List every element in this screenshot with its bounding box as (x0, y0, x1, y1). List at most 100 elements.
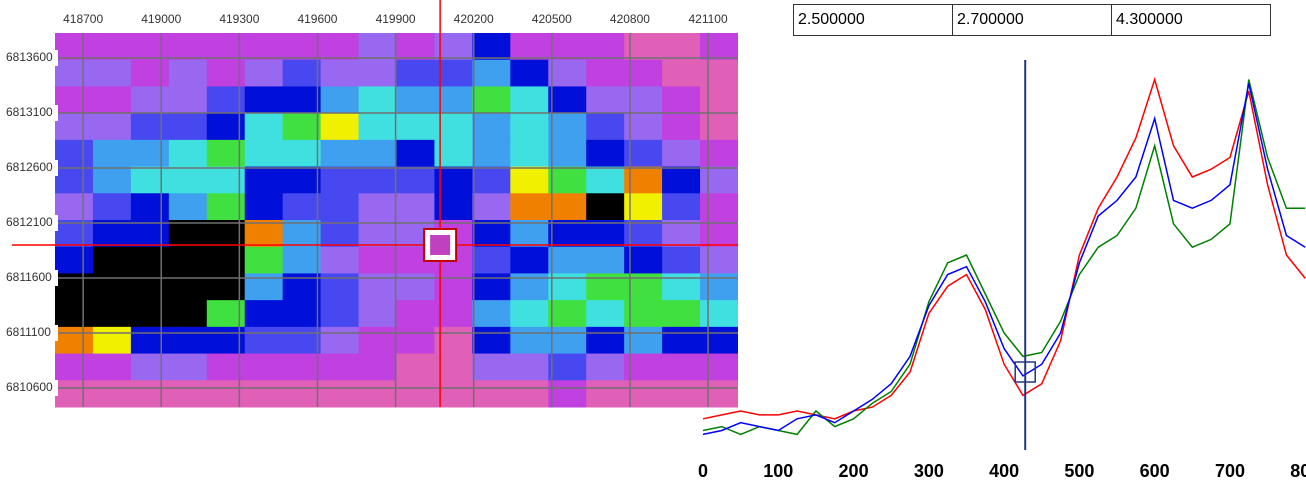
heat-cell (131, 300, 169, 327)
screen: 2.500000 2.700000 4.300000 4187004190004… (0, 0, 1306, 485)
heat-cell (131, 220, 169, 247)
x-tick-label: 419300 (219, 12, 259, 26)
heat-cell (131, 193, 169, 220)
heat-cell (283, 193, 321, 220)
heat-cell (662, 354, 700, 381)
heat-cell (586, 354, 624, 381)
heat-cell (321, 140, 359, 167)
heat-cell (321, 167, 359, 194)
heat-cell (510, 86, 548, 113)
heat-cell (169, 33, 207, 60)
heat-cell (55, 354, 93, 381)
heat-cell (321, 60, 359, 87)
heat-cell (662, 220, 700, 247)
heat-cell (283, 86, 321, 113)
heat-cell (245, 247, 283, 274)
heat-cell (321, 327, 359, 354)
heat-cell (131, 140, 169, 167)
heat-cell (321, 247, 359, 274)
cursor-marker-inner (430, 235, 450, 255)
heat-cell (169, 354, 207, 381)
heat-cell (662, 86, 700, 113)
x-tick-label: 420200 (454, 12, 494, 26)
heat-cell (321, 354, 359, 381)
heat-cell (131, 113, 169, 140)
heat-cell (169, 220, 207, 247)
heat-cell (169, 167, 207, 194)
heat-cell (321, 193, 359, 220)
y-tick-label: 6812100 (6, 215, 53, 229)
heat-cell (510, 113, 548, 140)
heat-cell (510, 327, 548, 354)
heat-cell (586, 247, 624, 274)
heat-cell (131, 33, 169, 60)
heat-cell (510, 60, 548, 87)
y-tick-label: 6811600 (6, 270, 52, 284)
heat-cell (472, 380, 510, 407)
y-tick-label: 6811100 (6, 325, 51, 339)
x-tick-label: 419900 (376, 12, 416, 26)
heat-cell (169, 300, 207, 327)
heat-cell (55, 193, 93, 220)
heat-cell (472, 193, 510, 220)
heat-cell (700, 60, 738, 87)
heat-cell (472, 167, 510, 194)
heat-cell (93, 193, 131, 220)
x-tick-label: 100 (763, 461, 793, 481)
x-tick-label: 500 (1064, 461, 1094, 481)
heat-cell (586, 327, 624, 354)
heatmap: 4187004190004193004196004199004202004205… (0, 0, 739, 408)
heat-cell (131, 60, 169, 87)
heat-cell (55, 300, 93, 327)
heat-cell (169, 327, 207, 354)
heat-cell (93, 327, 131, 354)
heat-cell (359, 300, 397, 327)
heat-cell (359, 140, 397, 167)
heat-cell (131, 86, 169, 113)
heat-cell (245, 327, 283, 354)
x-tick-label: 700 (1215, 461, 1245, 481)
heat-cell (283, 247, 321, 274)
heat-cell (397, 60, 435, 87)
heat-cell (397, 33, 435, 60)
heat-cell (245, 380, 283, 407)
heat-cell (700, 167, 738, 194)
heat-cell (662, 300, 700, 327)
heat-cell (397, 327, 435, 354)
y-tick-label: 6813100 (6, 105, 53, 119)
heat-cell (55, 247, 93, 274)
heat-cell (55, 140, 93, 167)
heat-cell (700, 354, 738, 381)
x-tick-label: 418700 (63, 12, 103, 26)
heat-cell (586, 167, 624, 194)
x-tick-label: 419600 (297, 12, 337, 26)
heat-cell (359, 33, 397, 60)
x-tick-label: 300 (914, 461, 944, 481)
heat-cell (472, 140, 510, 167)
heat-cell (93, 300, 131, 327)
heat-cell (359, 380, 397, 407)
heat-cell (472, 60, 510, 87)
heat-cell (397, 86, 435, 113)
heat-cell (55, 167, 93, 194)
heat-cell (359, 86, 397, 113)
heat-cell (55, 33, 93, 60)
heat-cell (700, 220, 738, 247)
heat-cell (662, 60, 700, 87)
heat-cell (245, 60, 283, 87)
heat-cell (359, 60, 397, 87)
heat-cell (548, 113, 586, 140)
heat-cell (93, 33, 131, 60)
heat-cell (245, 140, 283, 167)
heat-cell (131, 354, 169, 381)
heat-cell (55, 327, 93, 354)
heat-cell (586, 140, 624, 167)
heat-cell (169, 86, 207, 113)
heat-cell (93, 140, 131, 167)
heat-cell (359, 327, 397, 354)
heat-cell (245, 193, 283, 220)
x-tick-label: 800 (1290, 461, 1306, 481)
heat-cell (510, 220, 548, 247)
y-tick-label: 6812600 (6, 160, 53, 174)
heat-cell (586, 33, 624, 60)
